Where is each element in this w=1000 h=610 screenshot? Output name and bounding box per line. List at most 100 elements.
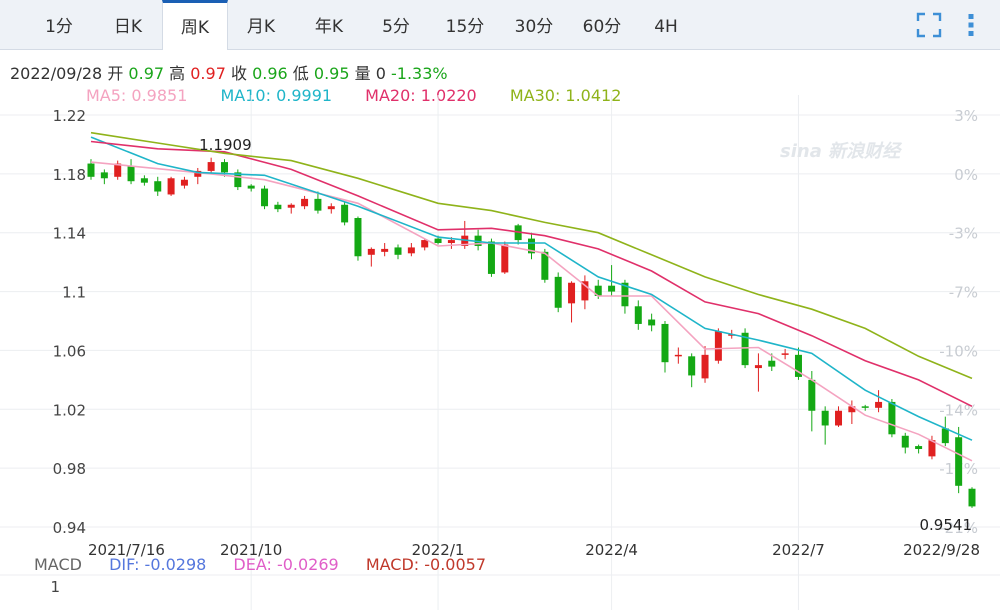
y-tick-label: 1.02 — [53, 401, 86, 419]
candle-body — [220, 162, 228, 173]
y-tick-label: 0.98 — [53, 460, 86, 478]
fullscreen-icon[interactable] — [916, 12, 942, 38]
tab-7[interactable]: 30分 — [514, 17, 554, 37]
right-tick-label: -21% — [939, 519, 978, 537]
quote-date: 2022/09/28 — [10, 64, 103, 83]
candle-body — [381, 248, 389, 252]
candle-body — [554, 276, 562, 308]
candle-body — [367, 248, 375, 255]
candle-body — [327, 206, 335, 210]
price-annotation: 0.9541 — [920, 516, 973, 534]
tab-9[interactable]: 4H — [654, 17, 678, 37]
tab-4[interactable]: 年K — [314, 17, 344, 37]
candle-body — [140, 178, 148, 183]
candle-body — [661, 323, 669, 363]
candle-body — [194, 170, 202, 177]
candle-body — [127, 166, 135, 182]
candle-body — [955, 437, 963, 486]
candle-body — [861, 406, 869, 408]
chart-grid — [0, 95, 1000, 610]
candle-body — [848, 406, 856, 413]
tab-3[interactable]: 月K — [246, 17, 276, 37]
candle-body — [701, 354, 709, 379]
candle-body — [301, 198, 309, 207]
candle-body — [768, 360, 776, 367]
candle-body — [888, 401, 896, 435]
candle-body — [447, 240, 455, 244]
dif-legend: DIF: -0.0298 — [109, 555, 207, 574]
tab-0[interactable]: 1分 — [45, 17, 73, 37]
ma10-line — [90, 136, 973, 441]
candle-body — [461, 235, 469, 246]
ma-lines — [90, 131, 973, 462]
quote-info-line: 2022/09/28 开 0.97 高 0.97 收 0.96 低 0.95 量… — [10, 60, 448, 84]
open-value: 0.97 — [128, 64, 165, 83]
right-tick-label: 0% — [954, 166, 978, 184]
candle-body — [474, 235, 482, 246]
y-tick-label: 1.14 — [53, 225, 86, 243]
period-tab-bar: 1分 日K 周K 月K 年K 5分 15分 30分 60分 4H — [0, 0, 1000, 50]
candle-body — [180, 179, 188, 186]
candle-body — [674, 354, 682, 357]
macd-legend: MACD DIF: -0.0298 DEA: -0.0269 MACD: -0.… — [34, 555, 508, 574]
candle-body — [821, 410, 829, 426]
x-tick-label: 2022/4 — [585, 541, 638, 559]
candle-body — [528, 238, 535, 254]
annotations: 1.1909 0.9541 — [199, 136, 972, 534]
right-tick-label: -7% — [949, 284, 978, 302]
low-value: 0.95 — [313, 64, 350, 83]
candle-body — [688, 356, 696, 376]
close-value: 0.96 — [252, 64, 288, 83]
more-vertical-icon[interactable] — [958, 12, 984, 38]
candle-body — [608, 285, 616, 292]
candle-body — [621, 282, 629, 307]
candle-body — [434, 238, 442, 244]
ma10-legend: MA10: 0.9991 — [220, 86, 333, 105]
candle-body — [514, 225, 522, 241]
x-tick-label: 2022/9/28 — [903, 541, 980, 559]
candle-body — [274, 204, 282, 210]
y-tick-label: 0.94 — [53, 519, 86, 537]
candle-body — [354, 218, 362, 257]
price-annotation: 1.1909 — [199, 136, 252, 154]
candle-body — [501, 244, 509, 273]
candle-body — [100, 172, 108, 179]
tab-2[interactable]: 周K — [162, 0, 228, 50]
tab-6[interactable]: 15分 — [445, 17, 485, 37]
candle-body — [314, 198, 322, 211]
ma5-legend: MA5: 0.9851 — [86, 86, 188, 105]
right-tick-label: -3% — [949, 225, 978, 243]
candle-body — [207, 162, 215, 171]
tab-5[interactable]: 5分 — [382, 17, 410, 37]
open-label: 开 — [107, 64, 124, 83]
candle-body — [154, 181, 162, 192]
candle-body — [407, 247, 415, 254]
candle-body — [487, 241, 495, 274]
y-tick-label: 1.1 — [62, 284, 86, 302]
y-axis: 1.22 1.18 1.14 1.1 1.06 1.02 0.98 0.94 — [53, 107, 86, 537]
low-label: 低 — [292, 64, 309, 83]
candle-body — [875, 401, 883, 408]
ma20-legend: MA20: 1.0220 — [365, 86, 477, 105]
candle-body — [968, 488, 976, 507]
candle-body — [261, 188, 269, 207]
candles — [87, 157, 976, 508]
candle-body — [594, 285, 602, 296]
watermark-text: sina 新浪财经 — [780, 141, 903, 162]
ma-legend: MA5: 0.9851 MA10: 0.9991 MA20: 1.0220 MA… — [86, 86, 649, 105]
tab-8[interactable]: 60分 — [582, 17, 622, 37]
candle-body — [287, 204, 295, 208]
candle-body — [808, 379, 816, 411]
macd-panel: 1 — [0, 574, 1000, 596]
sina-watermark: sina 新浪财经 — [780, 141, 903, 162]
candle-body — [541, 251, 549, 280]
tab-1[interactable]: 日K — [113, 17, 143, 37]
macd-axis-label: 1 — [50, 578, 60, 596]
candle-body — [928, 440, 936, 457]
candle-body — [781, 353, 789, 355]
right-tick-label: -14% — [939, 401, 978, 419]
candle-body — [341, 204, 349, 223]
candle-body — [421, 240, 429, 248]
y-tick-label: 1.22 — [53, 107, 86, 125]
candle-body — [794, 354, 802, 377]
